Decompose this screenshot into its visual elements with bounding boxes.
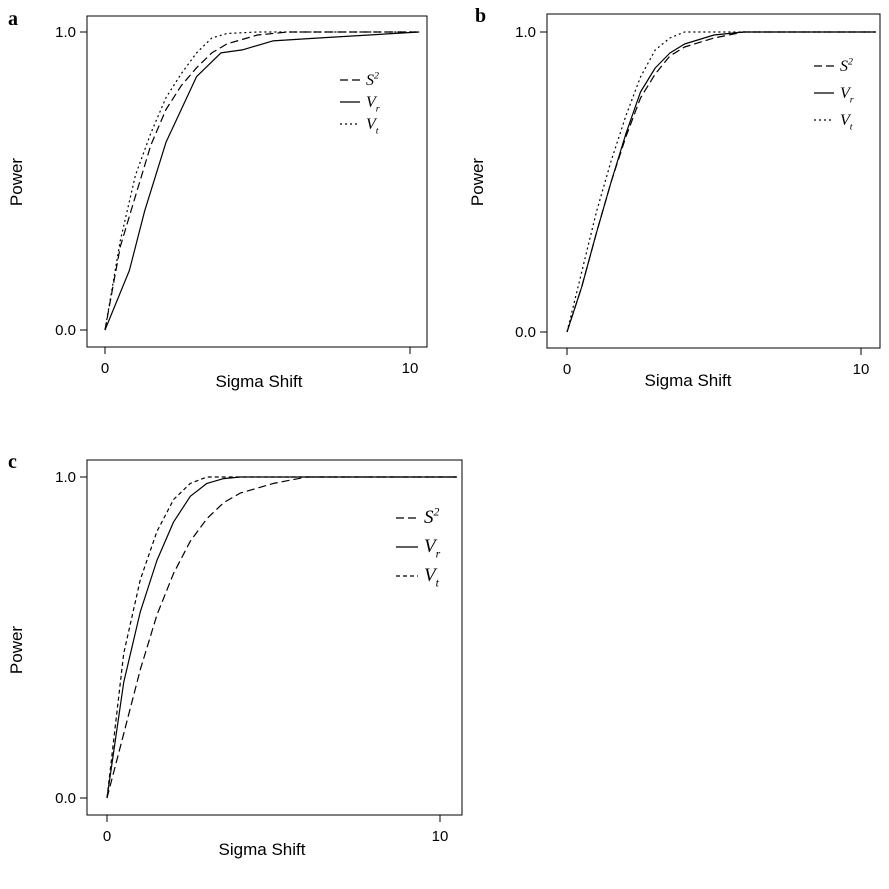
series-line bbox=[106, 476, 457, 799]
series-line bbox=[104, 31, 420, 331]
y-tick-label: 1.0 bbox=[515, 24, 536, 41]
legend-label: S2 bbox=[424, 505, 440, 528]
x-axis-label: Sigma Shift bbox=[645, 371, 732, 390]
series-line bbox=[104, 31, 420, 331]
panel-b: b 0.0 1.0 0 10 Sigma Shift Power S2 Vr Vt bbox=[468, 5, 881, 390]
series-line bbox=[106, 476, 457, 799]
panel-c: c 0.0 1.0 0 10 Sigma Shift Power S2 Vr Vt bbox=[7, 451, 463, 859]
panel-letter: a bbox=[8, 8, 18, 30]
legend-label: Vt bbox=[840, 112, 853, 132]
legend-label: Vt bbox=[424, 565, 440, 589]
legend-label: Vr bbox=[840, 85, 854, 105]
y-axis-label: Power bbox=[468, 158, 487, 207]
y-tick-label: 0.0 bbox=[515, 324, 536, 341]
x-axis-label: Sigma Shift bbox=[219, 840, 306, 859]
series-line bbox=[566, 31, 876, 333]
x-tick-label: 0 bbox=[563, 361, 571, 378]
plot-frame bbox=[86, 15, 428, 348]
y-tick-label: 0.0 bbox=[55, 322, 76, 339]
legend-label: S2 bbox=[366, 71, 379, 89]
panel-letter: c bbox=[8, 451, 17, 473]
y-tick-label: 0.0 bbox=[55, 790, 76, 807]
y-tick-label: 1.0 bbox=[55, 469, 76, 486]
legend-label: S2 bbox=[840, 57, 853, 75]
plot-frame bbox=[546, 13, 881, 349]
legend-label: Vr bbox=[424, 536, 441, 560]
series-line bbox=[566, 31, 876, 333]
series-line bbox=[104, 31, 420, 331]
plot-frame bbox=[86, 459, 463, 816]
y-axis-label: Power bbox=[7, 158, 26, 207]
panel-letter: b bbox=[475, 5, 486, 27]
x-tick-label: 0 bbox=[101, 360, 109, 377]
x-tick-label: 10 bbox=[402, 360, 419, 377]
legend-label: Vt bbox=[366, 116, 379, 136]
series-line bbox=[106, 476, 457, 799]
x-tick-label: 10 bbox=[432, 828, 449, 845]
legend: S2 Vr Vt bbox=[396, 505, 441, 589]
x-axis-label: Sigma Shift bbox=[216, 372, 303, 391]
y-axis-label: Power bbox=[7, 626, 26, 675]
x-tick-label: 10 bbox=[853, 361, 870, 378]
legend-label: Vr bbox=[366, 94, 380, 114]
x-tick-label: 0 bbox=[103, 828, 111, 845]
legend: S2 Vr Vt bbox=[814, 57, 854, 132]
y-tick-label: 1.0 bbox=[55, 24, 76, 41]
series-line bbox=[566, 31, 876, 333]
